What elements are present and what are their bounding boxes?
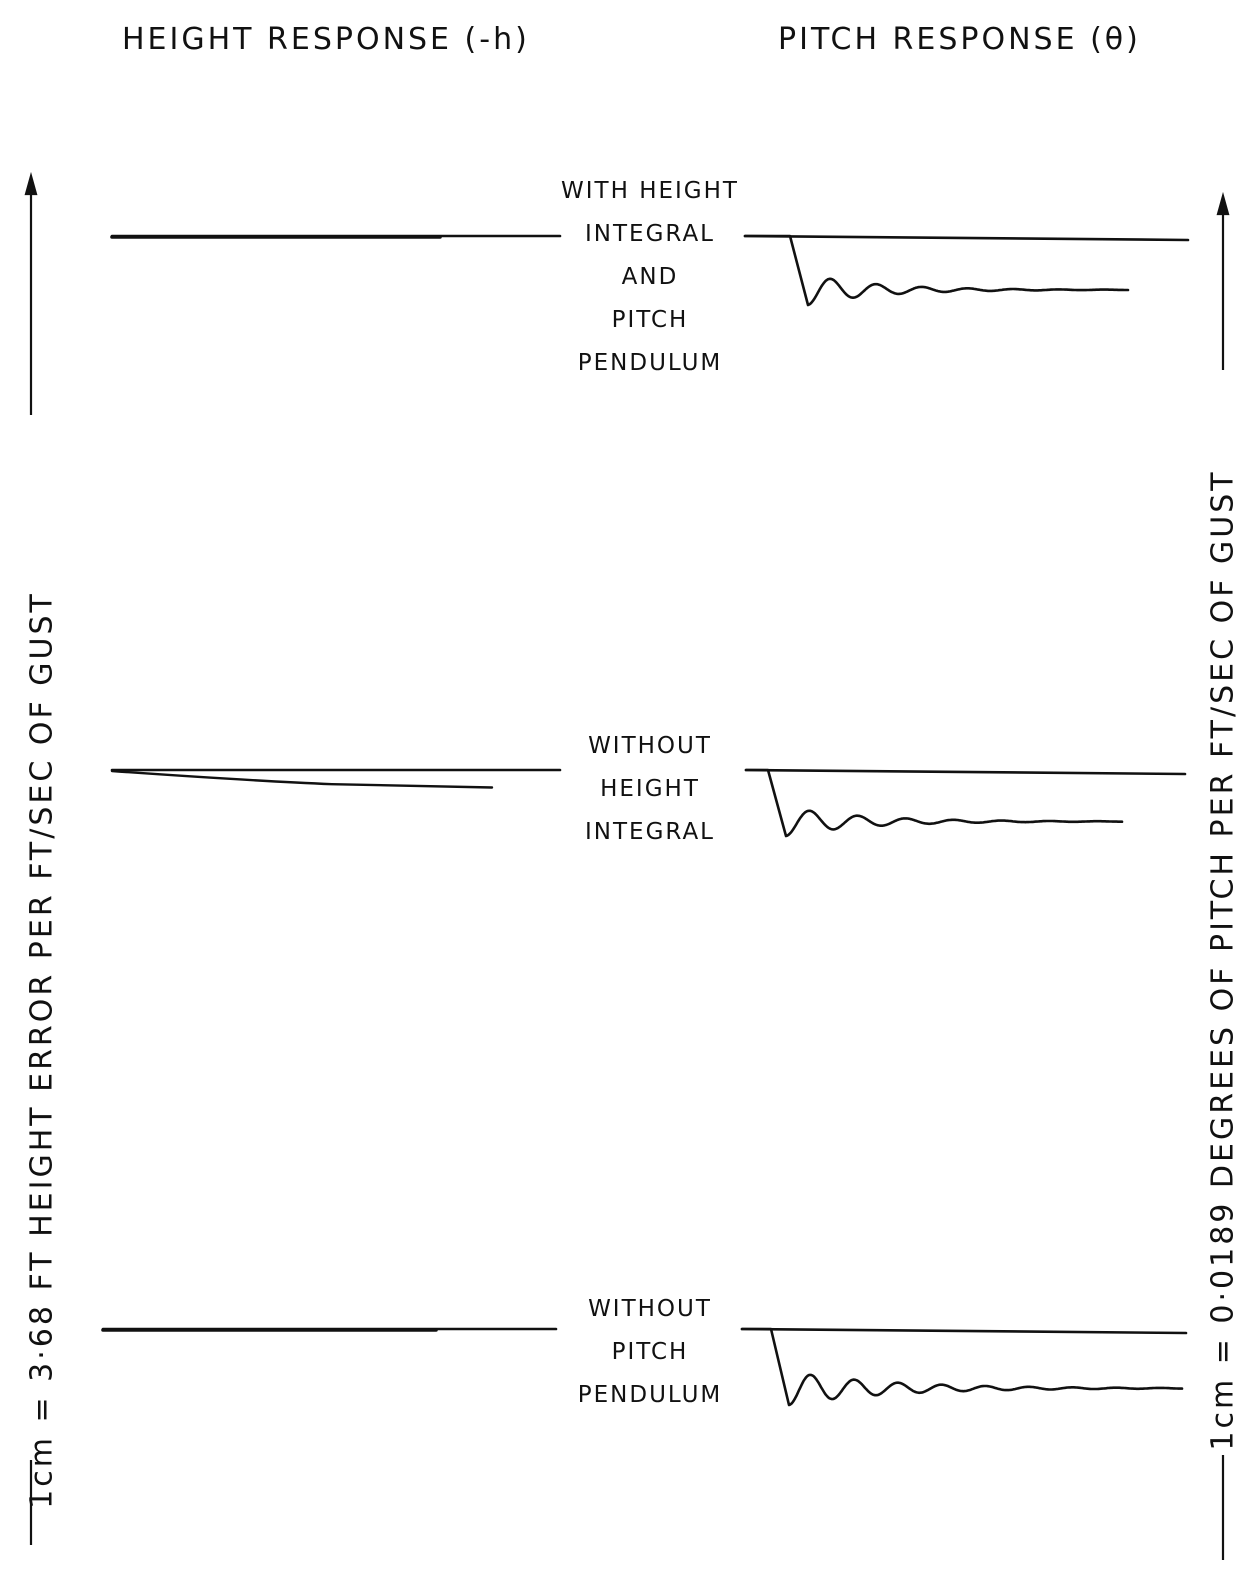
panel-label-line: PENDULUM <box>577 350 723 376</box>
height-response-line-2 <box>110 769 494 789</box>
panel-label-line: INTEGRAL <box>585 819 715 845</box>
panel-label-1: WITH HEIGHT INTEGRAL AND PITCH PENDULUM <box>561 170 739 385</box>
pitch-response-trace-3 <box>740 1327 1184 1407</box>
pitch-response-trace-2 <box>744 768 1124 838</box>
scale-arrows <box>24 171 1230 1560</box>
panel-label-line: PENDULUM <box>577 1382 723 1408</box>
panel-label-line: INTEGRAL <box>585 221 715 247</box>
pitch-reference-line-3 <box>740 1327 1188 1335</box>
panel-label-3: WITHOUT PITCH PENDULUM <box>578 1288 723 1417</box>
pitch-response-title: PITCH RESPONSE (θ) <box>778 22 1141 57</box>
panel-label-line: AND <box>621 264 679 290</box>
pitch-scale-arrowhead <box>1216 191 1230 216</box>
panel-label-line: HEIGHT <box>600 776 700 802</box>
panel-label-line: WITH HEIGHT <box>561 178 739 204</box>
panel-label-line: PITCH <box>611 307 689 333</box>
height-response-title: HEIGHT RESPONSE (-h) <box>122 22 530 57</box>
pitch-reference-line-1 <box>743 234 1190 242</box>
height-scale-arrowhead <box>24 171 38 196</box>
panel-label-2: WITHOUT HEIGHT INTEGRAL <box>585 725 715 854</box>
panel-label-line: PITCH <box>611 1339 689 1365</box>
panel-label-line: WITHOUT <box>588 733 712 759</box>
pitch-response-trace-1 <box>743 234 1130 307</box>
pitch-reference-line-2 <box>744 768 1187 776</box>
panel-label-line: WITHOUT <box>588 1296 712 1322</box>
